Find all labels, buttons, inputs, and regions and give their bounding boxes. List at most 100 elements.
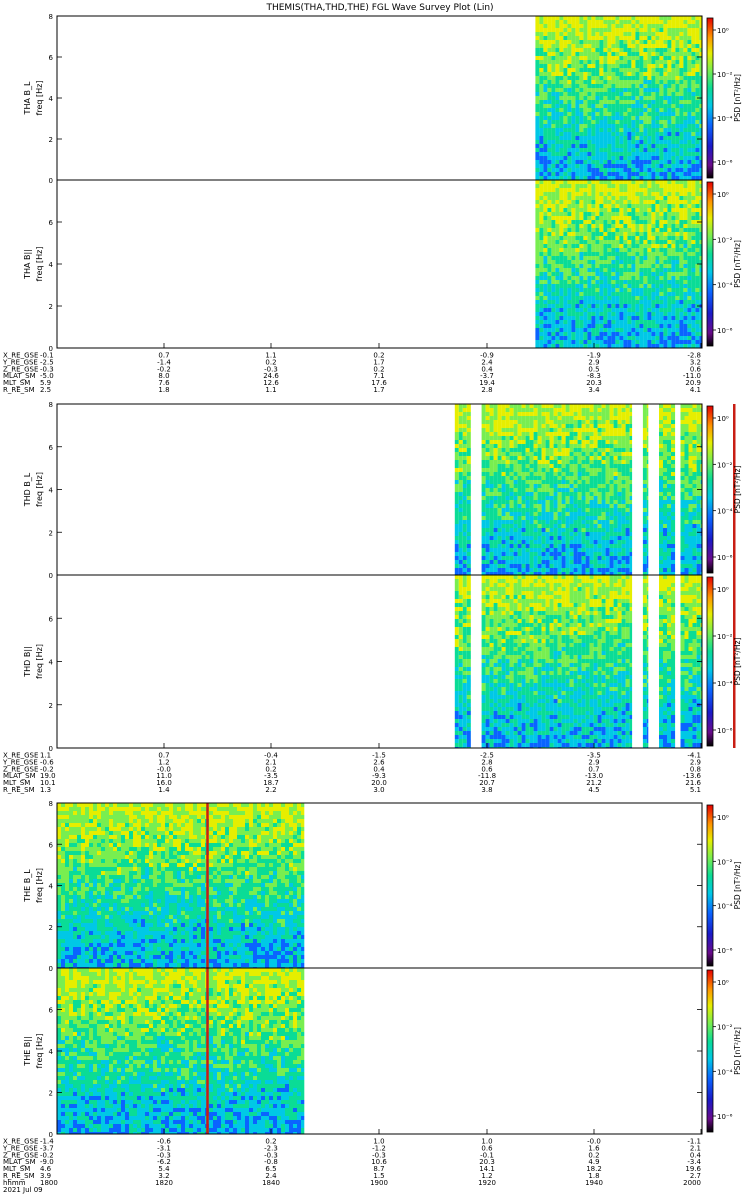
ephemeris-value: 19.4 — [479, 379, 495, 387]
ephemeris-value: -4.1 — [687, 752, 701, 760]
y-axis-label: THE B|| — [23, 1036, 32, 1066]
ephemeris-value: 2.4 — [481, 358, 493, 366]
y-tick-label: 6 — [49, 219, 54, 227]
ephemeris-value: -3.5 — [264, 772, 278, 780]
colorbar-tick-label: 10⁻⁴ — [717, 903, 733, 911]
colorbar-tick-label: 10⁻⁴ — [717, 680, 733, 688]
colorbar-tick-label: 10⁻² — [717, 71, 733, 79]
ephemeris-table: X_RE_GSE -0.1 0.7 1.1 0.2 -0.9 -1.9 -2.8Y_RE_GS… — [2, 352, 702, 395]
ephemeris-row-label: MLT_SM — [3, 1165, 30, 1173]
ephemeris-value: 18.7 — [263, 779, 279, 787]
ephemeris-value: 2.9 — [690, 758, 701, 766]
ephemeris-value: 21.6 — [685, 779, 701, 787]
colorbar-tick-label: 10⁻² — [717, 858, 733, 866]
ephemeris-row-label: R_RE_SM — [3, 786, 35, 794]
ephemeris-value: -6.2 — [157, 1158, 171, 1166]
ephemeris-value: 1.0 — [373, 1138, 384, 1146]
ephemeris-value: 2.6 — [373, 758, 385, 766]
panels-layer: 0 2 4 6 8 THA B_L freq [Hz] 10⁰ 10⁻² 10⁻⁴ 10⁻⁶ PSD … — [23, 13, 742, 1139]
ephemeris-value: 1920 — [478, 1179, 496, 1187]
ephemeris-row-label: Z_RE_GSE — [3, 1151, 38, 1159]
ephemeris-value: -11.8 — [478, 772, 496, 780]
ephemeris-value: 2.2 — [265, 786, 276, 794]
ephemeris-value: 7.6 — [158, 379, 170, 387]
ephemeris-value: 1.7 — [373, 358, 384, 366]
ephemeris-row-label: Z_RE_GSE — [3, 365, 38, 373]
ephemeris-value: -0.9 — [480, 352, 494, 360]
ephemeris-value: 0.7 — [588, 765, 599, 773]
ephemeris-value: -0.3 — [157, 1151, 171, 1159]
spectrogram-segment — [642, 404, 649, 575]
colorbar-tick-label: 10⁻² — [717, 633, 733, 641]
ephemeris-value: 2.8 — [481, 758, 492, 766]
ephemeris-value: 2000 — [683, 1179, 701, 1187]
ephemeris-value: 0.5 — [588, 365, 599, 373]
ephemeris-value: -0.3 — [372, 1151, 386, 1159]
ephemeris-value: 4.5 — [588, 786, 599, 794]
y-axis-label: freq [Hz] — [35, 1034, 44, 1069]
ephemeris-row-label: Y_RE_GSE — [2, 358, 38, 366]
ephemeris-value: 10.1 — [40, 779, 56, 787]
y-tick-label: 4 — [49, 95, 54, 103]
y-tick-label: 8 — [49, 13, 53, 21]
y-tick-label: 0 — [49, 177, 53, 185]
ephemeris-value: -2.8 — [687, 352, 701, 360]
ephemeris-value: 1.8 — [588, 1172, 599, 1180]
colorbar-tick-label: 10⁻² — [717, 1024, 733, 1032]
colorbar-tick-label: 10⁻⁴ — [717, 1068, 733, 1076]
spectrogram-segment — [696, 404, 702, 575]
ephemeris-value: -2.5 — [480, 752, 494, 760]
ephemeris-value: -2.3 — [264, 1144, 278, 1152]
ephemeris-row-label: MLT_SM — [3, 379, 30, 387]
ephemeris-value: 0.4 — [373, 765, 385, 773]
ephemeris-value: 0.2 — [265, 1138, 276, 1146]
spectrogram-segment — [659, 575, 676, 748]
colorbar-tick-label: 10⁻⁴ — [717, 282, 733, 290]
spectrogram-segment — [680, 575, 697, 748]
date-label: 2021 Jul 09 — [3, 1186, 43, 1194]
ephemeris-value: 0.2 — [373, 365, 384, 373]
ephemeris-value: 2.4 — [265, 1172, 277, 1180]
ephemeris-value: -0.3 — [264, 1151, 278, 1159]
ephemeris-value: 1.7 — [373, 386, 384, 394]
ephemeris-value: 3.0 — [373, 786, 384, 794]
ephemeris-value: -3.7 — [480, 372, 494, 380]
y-axis-label: THD B_L — [23, 472, 32, 507]
ephemeris-value: 1.3 — [40, 786, 51, 794]
ephemeris-value: 2.1 — [690, 1144, 701, 1152]
ephemeris-value: -1.4 — [40, 1138, 54, 1146]
spectrogram-panel: 0 2 4 6 8 THD B_L freq [Hz] 10⁰ 10⁻² 10⁻⁴ 10⁻⁶ PSD … — [23, 401, 742, 580]
ephemeris-value: 4.9 — [588, 1158, 599, 1166]
spectrogram-panel: 0 2 4 6 THA B|| freq [Hz] 10⁰ 10⁻² 10⁻⁴ 10⁻⁶ PSD [… — [23, 179, 742, 353]
ephemeris-value: -8.3 — [587, 372, 601, 380]
ephemeris-value: 12.6 — [263, 379, 279, 387]
ephemeris-value: 1840 — [262, 1179, 280, 1187]
ephemeris-value: 0.4 — [690, 1151, 702, 1159]
ephemeris-value: -3.5 — [587, 752, 601, 760]
ephemeris-value: -9.3 — [372, 772, 386, 780]
y-axis-label: freq [Hz] — [35, 472, 44, 507]
ephemeris-value: -0.2 — [40, 1151, 54, 1159]
ephemeris-value: 1800 — [40, 1179, 58, 1187]
ephemeris-value: 1.1 — [40, 752, 51, 760]
color-bar — [706, 17, 714, 179]
spectrogram-segment — [57, 803, 305, 968]
y-tick-label: 6 — [49, 1007, 54, 1015]
spectrogram-segment — [680, 404, 697, 575]
colorbar-tick-label: 10⁻⁶ — [717, 1113, 733, 1121]
ephemeris-value: 3.2 — [158, 1172, 169, 1180]
ephemeris-value: 0.2 — [265, 765, 276, 773]
ephemeris-value: 1820 — [155, 1179, 173, 1187]
y-axis-label: THA B|| — [23, 249, 32, 280]
spectrogram-panel: 0 2 4 6 8 THA B_L freq [Hz] 10⁰ 10⁻² 10⁻⁴ 10⁻⁶ PSD … — [23, 13, 742, 185]
ephemeris-value: -13.6 — [683, 772, 702, 780]
colorbar-tick-label: 10⁰ — [717, 191, 729, 199]
ephemeris-value: -0.3 — [264, 365, 278, 373]
spectrogram-panel: 0 2 4 6 8 THE B_L freq [Hz] 10⁰ 10⁻² 10⁻⁴ 10⁻⁶ PSD … — [23, 800, 742, 973]
ephemeris-value: 8.7 — [373, 1165, 384, 1173]
spectrogram-segment — [454, 575, 471, 748]
ephemeris-value: -1.2 — [372, 1144, 386, 1152]
colorbar-tick-label: 10⁻⁶ — [717, 554, 733, 562]
colorbar-tick-label: 10⁻⁶ — [717, 947, 733, 955]
y-axis-label: freq [Hz] — [35, 247, 44, 282]
